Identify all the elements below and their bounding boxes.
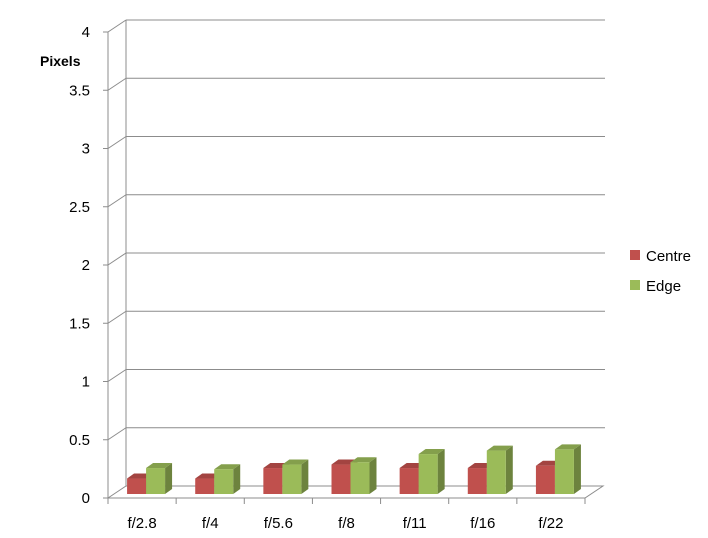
y-tick-label: 1 xyxy=(82,374,90,391)
bar-edge-f/4 xyxy=(214,464,241,494)
floor xyxy=(106,485,605,499)
x-axis-ticks: f/2.8 f/4 f/5.6 f/8 f/11 f/16 f/22 xyxy=(107,498,586,532)
gridline-diagonal xyxy=(107,19,127,33)
x-tick-label: f/16 xyxy=(470,515,495,532)
gridline-diagonal xyxy=(107,252,127,266)
x-tick-label: f/8 xyxy=(338,515,355,532)
y-axis-ticks: 0 0.5 1 1.5 2 2.5 3 3.5 4 xyxy=(69,24,90,507)
y-tick-label: 1.5 xyxy=(69,315,90,332)
bar-edge-f/5.6 xyxy=(282,459,309,494)
gridline-diagonal xyxy=(107,136,127,149)
x-tick-label: f/2.8 xyxy=(127,515,156,532)
x-tick-label: f/5.6 xyxy=(264,515,293,532)
bar-edge-f/11 xyxy=(418,449,445,494)
y-tick-label: 2 xyxy=(82,257,90,274)
x-tick-label: f/4 xyxy=(202,515,219,532)
y-tick-label: 2.5 xyxy=(69,199,90,216)
bars xyxy=(127,444,581,494)
legend-swatch-centre xyxy=(630,250,640,260)
legend: Centre Edge xyxy=(630,248,691,295)
gridline-diagonal xyxy=(107,194,127,208)
gridlines xyxy=(103,19,605,499)
bar-edge-f/2.8 xyxy=(146,463,173,494)
bar-edge-f/16 xyxy=(486,445,513,494)
y-tick-label: 3 xyxy=(82,141,90,158)
chart-walls xyxy=(106,20,605,499)
legend-label-edge: Edge xyxy=(646,278,681,295)
legend-swatch-edge xyxy=(630,280,640,290)
x-tick-label: f/11 xyxy=(403,515,427,532)
x-tick-label: f/22 xyxy=(538,515,563,532)
legend-label-centre: Centre xyxy=(646,248,691,265)
gridline-diagonal xyxy=(107,369,127,382)
y-tick-label: 0 xyxy=(82,490,90,507)
gridline-diagonal xyxy=(107,77,127,91)
gridline-diagonal xyxy=(107,427,127,441)
y-tick-label: 3.5 xyxy=(69,82,90,99)
y-tick-label: 0.5 xyxy=(69,432,90,449)
bar-edge-f/22 xyxy=(554,444,581,494)
bar-edge-f/8 xyxy=(350,457,377,494)
gridline-diagonal xyxy=(107,310,127,324)
y-axis-title: Pixels xyxy=(40,53,81,69)
y-tick-label: 4 xyxy=(82,24,90,41)
